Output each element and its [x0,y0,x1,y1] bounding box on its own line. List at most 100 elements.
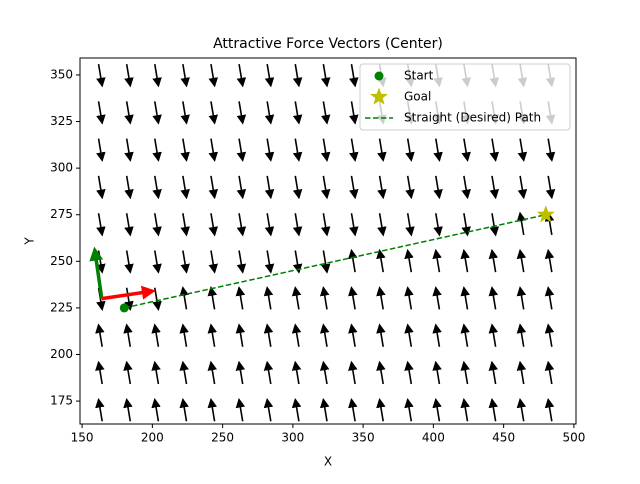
force-arrow [377,213,387,237]
force-arrow [95,323,105,347]
force-arrow [545,175,556,200]
force-arrow [263,286,274,310]
plot-frame [79,57,577,425]
x-tick-label: 300 [281,431,304,445]
force-arrow [516,211,527,236]
legend-label: Goal [404,90,431,104]
force-arrow [320,213,331,237]
force-arrow [544,323,555,347]
force-arrow [152,250,162,274]
force-arrow [544,360,555,385]
force-arrow [292,175,303,200]
force-arrow [432,286,442,310]
force-arrow [516,397,527,422]
force-arrow [348,248,358,273]
legend-label: Straight (Desired) Path [404,111,541,125]
force-arrow [319,360,330,385]
force-arrow [235,397,246,422]
force-arrow [460,323,470,347]
force-arrow [236,250,247,274]
force-arrow [180,175,190,200]
force-arrow [152,287,162,312]
force-arrow [488,323,499,347]
x-tick-label: 450 [492,431,515,445]
force-arrow [319,323,330,347]
force-arrow [264,101,275,125]
force-arrow [349,175,359,200]
force-arrow [376,286,386,310]
force-arrow [292,250,303,274]
x-tick-label: 350 [352,431,375,445]
y-axis-label: Y [23,237,37,246]
force-arrow [291,323,302,347]
force-arrow [124,250,134,274]
x-tick-label: 250 [211,431,234,445]
force-arrow [404,248,414,273]
y-tick-label: 175 [50,394,73,408]
force-arrow [124,63,134,88]
force-arrow [432,248,442,273]
force-arrow [488,248,499,273]
force-arrow [264,250,275,274]
force-arrow [405,213,415,237]
force-arrow [124,213,134,237]
force-arrow [235,360,246,385]
force-arrow [208,213,219,237]
force-arrow [208,175,219,200]
force-arrow [377,175,387,200]
force-arrow [96,138,106,162]
force-arrow [376,323,386,347]
force-arrow [405,138,415,162]
force-arrow [461,175,471,200]
force-arrow [264,138,275,162]
force-arrow [124,138,134,162]
force-arrow [320,250,331,274]
force-arrow [404,286,414,310]
force-arrow [349,213,359,237]
force-arrow [460,360,470,385]
force-arrow [376,397,386,422]
force-arrow [264,213,275,237]
force-arrow [236,175,247,200]
force-arrow [348,286,358,310]
force-arrow [319,286,330,310]
force-arrow [376,360,386,385]
force-arrow [207,323,218,347]
force-arrow [349,63,359,88]
force-arrow [123,360,133,385]
vector-arrow [89,246,104,299]
force-arrow [123,323,133,347]
force-arrow [207,397,218,422]
force-arrow [460,248,470,273]
force-arrow [124,287,134,312]
force-arrow [404,397,414,422]
force-arrow [96,175,106,200]
force-arrow [517,175,528,200]
force-arrow [236,101,247,125]
legend-box [359,63,571,131]
force-arrow [263,323,274,347]
force-arrow [320,101,331,125]
force-arrow [489,175,500,200]
x-tick-label: 150 [71,431,94,445]
force-arrow [208,250,219,274]
force-arrow [544,397,555,422]
force-arrow [292,138,303,162]
force-arrow [544,286,555,310]
force-arrow [96,213,106,237]
force-arrow [433,138,443,162]
force-arrow [180,138,190,162]
y-tick-label: 200 [50,347,73,361]
y-tick-label: 225 [50,300,73,314]
force-arrow [152,138,162,162]
force-arrow [96,101,106,125]
force-arrow [348,397,358,422]
x-axis-label: X [324,455,332,469]
force-arrow [291,360,302,385]
force-arrow [264,175,275,200]
force-arrow [460,397,470,422]
force-arrow [320,138,331,162]
desired-path [124,213,546,309]
